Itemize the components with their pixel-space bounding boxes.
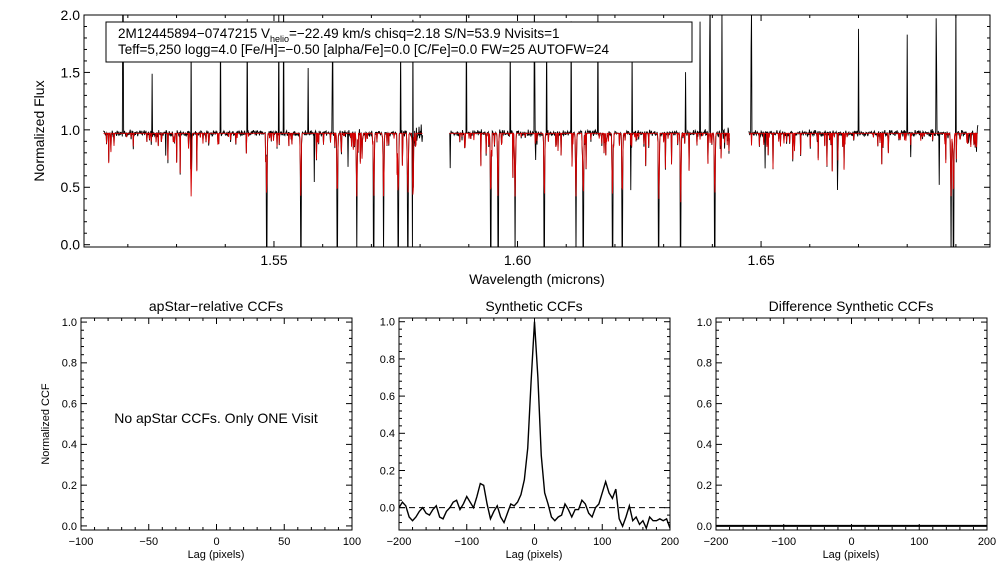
spectrum-plot-frame <box>83 14 991 248</box>
difference-ccf-ytick-label: 0.6 <box>697 398 712 410</box>
difference-ccf-ytick-label: 0.2 <box>697 480 712 492</box>
spectrum-annotation-line1: 2M12445894−0747215 Vhelio=−22.49 km/s ch… <box>118 26 560 44</box>
apstar-ccf-xtick-label: 50 <box>278 536 290 548</box>
synthetic-ccf-ytick-label: 1.0 <box>380 317 395 329</box>
synthetic-ccf-xtick-label: −100 <box>454 536 479 548</box>
difference-ccf-ytick-label: 0.0 <box>697 521 712 533</box>
synthetic-ccf-ytick-label: 0.8 <box>380 354 395 366</box>
synthetic-ccf-title: Synthetic CCFs <box>485 298 582 314</box>
difference-ccf-xtick-label: 0 <box>848 536 854 548</box>
spectrum-ytick-label: 1.0 <box>61 122 81 138</box>
synthetic-ccf-ytick-label: 0.4 <box>380 428 395 440</box>
spectrum-xtick-label: 1.60 <box>504 252 531 268</box>
spectrum-ytick-label: 1.5 <box>61 64 81 80</box>
difference-ccf-xtick-label: −200 <box>704 536 729 548</box>
synthetic-ccf-panel: Synthetic CCFs −200 −100 0 100 200 0.0 0.2 0.4 0… <box>380 298 679 561</box>
spectrum-ytick-label: 0.5 <box>61 179 81 195</box>
apstar-ccf-x-axis-label: Lag (pixels) <box>188 549 245 561</box>
apstar-ccf-xtick-label: 100 <box>343 536 361 548</box>
spectrum-annotation-box: 2M12445894−0747215 Vhelio=−22.49 km/s ch… <box>105 21 693 63</box>
synthetic-ccf-xtick-label: 200 <box>661 536 679 548</box>
synthetic-ccf-ytick-label: 0.0 <box>380 503 395 515</box>
spectrum-xtick-label: 1.65 <box>747 252 774 268</box>
spectrum-panel: 1.55 1.60 1.65 0.0 0.5 1.0 1.5 2.0 2M12445894−0… <box>31 7 991 287</box>
apstar-ccf-xtick-label: −100 <box>69 536 94 548</box>
difference-ccf-title: Difference Synthetic CCFs <box>769 298 934 314</box>
apstar-ccf-ytick-label: 0.0 <box>62 521 77 533</box>
spectrum-ytick-label: 2.0 <box>61 7 81 23</box>
difference-ccf-xtick-label: 100 <box>910 536 928 548</box>
synthetic-ccf-ytick-label: 0.6 <box>380 391 395 403</box>
difference-ccf-ytick-label: 1.0 <box>697 317 712 329</box>
apstar-ccf-ytick-label: 1.0 <box>62 317 77 329</box>
spectrum-xtick-label: 1.55 <box>260 252 287 268</box>
difference-ccf-ytick-label: 0.4 <box>697 439 712 451</box>
ccf-y-axis-label: Normalized CCF <box>40 383 52 465</box>
apstar-ccf-xtick-label: 0 <box>213 536 219 548</box>
model-spectrum-line <box>449 132 730 203</box>
difference-ccf-x-axis-label: Lag (pixels) <box>823 549 880 561</box>
difference-ccf-xtick-label: −100 <box>771 536 796 548</box>
synthetic-ccf-ytick-label: 0.2 <box>380 465 395 477</box>
apstar-ccf-panel: apStar−relative CCFs −100 −50 0 50 100 0.0 0.2… <box>40 298 361 561</box>
synthetic-ccf-xtick-label: 0 <box>531 536 537 548</box>
apstar-ccf-ytick-label: 0.4 <box>62 439 77 451</box>
difference-ccf-xtick-label: 200 <box>978 536 996 548</box>
spectrum-y-axis-label: Normalized Flux <box>31 80 47 181</box>
model-spectrum-line <box>103 132 423 197</box>
apstar-ccf-ytick-label: 0.2 <box>62 480 77 492</box>
spectrum-annotation-line2: Teff=5,250 logg=4.0 [Fe/H]=−0.50 [alpha/… <box>118 42 610 57</box>
apstar-ccf-title: apStar−relative CCFs <box>149 298 283 314</box>
difference-ccf-ytick-label: 0.8 <box>697 358 712 370</box>
synthetic-ccf-xtick-label: −200 <box>387 536 412 548</box>
synthetic-ccf-xtick-label: 100 <box>593 536 611 548</box>
apstar-ccf-ytick-label: 0.8 <box>62 358 77 370</box>
apstar-ccf-xtick-label: −50 <box>139 536 158 548</box>
apstar-ccf-ytick-label: 0.6 <box>62 398 77 410</box>
spectrum-ytick-label: 0.0 <box>61 237 81 253</box>
spectrum-x-axis-label: Wavelength (microns) <box>469 271 605 287</box>
synthetic-ccf-x-axis-label: Lag (pixels) <box>506 549 563 561</box>
difference-ccf-panel: Difference Synthetic CCFs −200 −100 0 100 20… <box>697 298 996 561</box>
model-spectrum-line <box>748 132 978 197</box>
no-ccf-message: No apStar CCFs. Only ONE Visit <box>114 410 318 426</box>
